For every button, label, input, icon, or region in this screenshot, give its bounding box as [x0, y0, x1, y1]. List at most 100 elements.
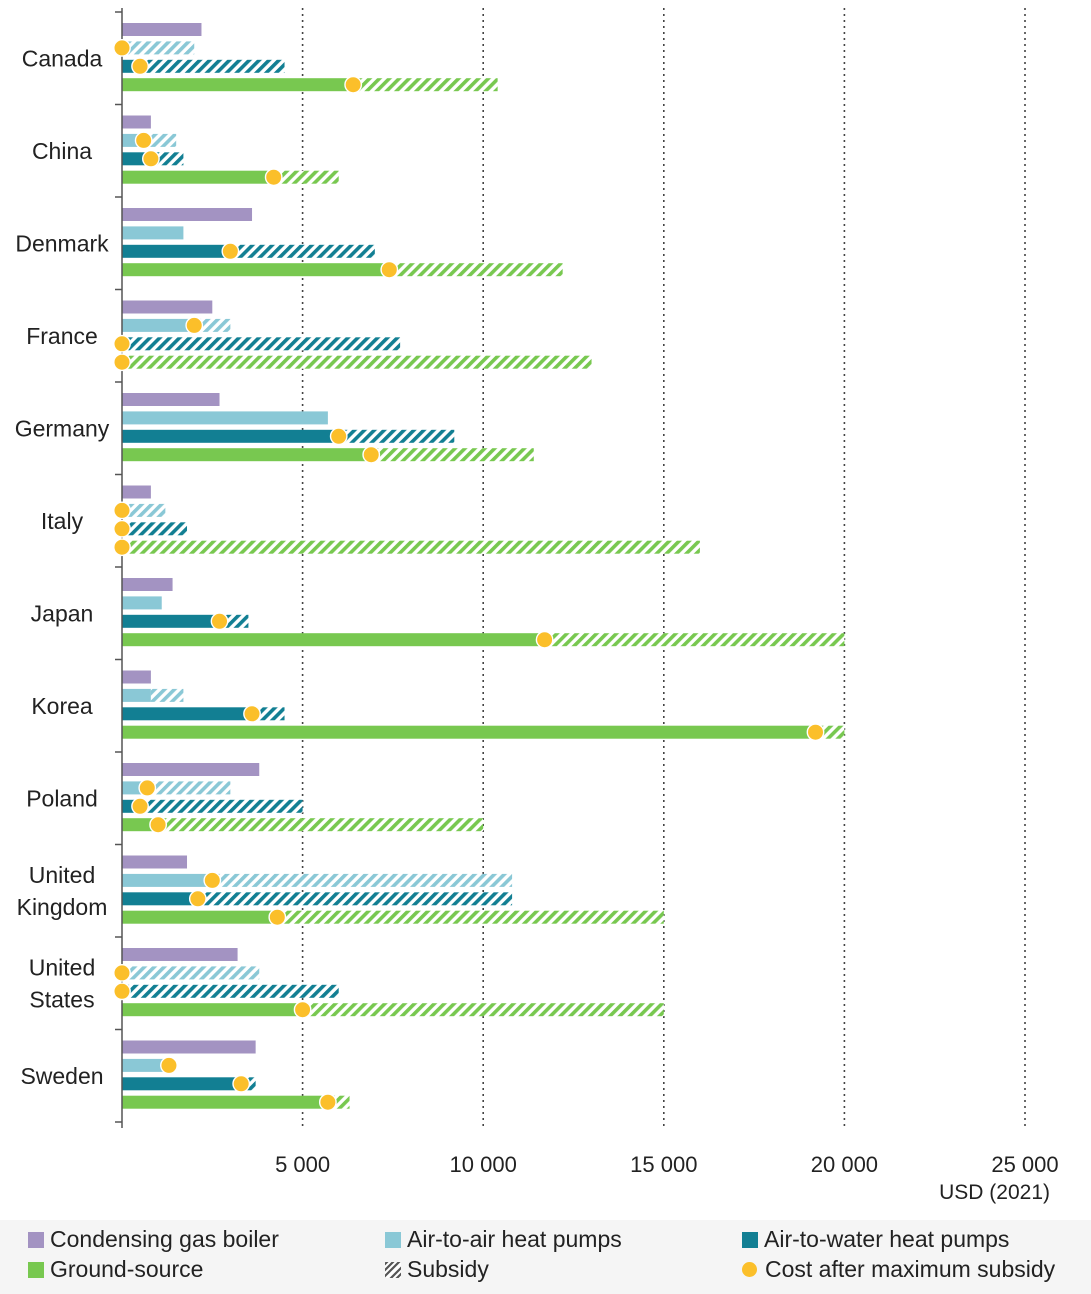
after-subsidy-dot [160, 1056, 178, 1075]
legend-label-gas: Condensing gas boiler [50, 1226, 279, 1252]
country-label: Sweden [20, 1063, 103, 1089]
after-subsidy-dot [113, 39, 131, 57]
after-subsidy-dot [113, 982, 131, 1001]
country-label: United [29, 862, 95, 888]
labels: 5 000 10 000 15 000 20 000 25 000 USD (2021) C… [15, 45, 1059, 1204]
bar-atw-after-subsidy [122, 244, 231, 258]
bar-ata-subsidy [212, 873, 513, 887]
after-subsidy-dot [131, 57, 149, 76]
bar-gs-after-subsidy [122, 448, 372, 462]
country-label: Korea [31, 693, 93, 719]
bar-gas-after-subsidy [122, 578, 173, 591]
bar-gs-subsidy [302, 1003, 664, 1017]
after-subsidy-dot [113, 334, 131, 353]
bar-ata-subsidy [122, 966, 260, 980]
bar-ata-after-subsidy [122, 1058, 169, 1072]
bar-gas-after-subsidy [122, 948, 238, 961]
bar-atw-after-subsidy [122, 707, 253, 721]
after-subsidy-dot [232, 1074, 251, 1093]
legend-label-air-to-water: Air-to-water heat pumps [764, 1226, 1010, 1252]
bar-gs-after-subsidy [122, 170, 274, 184]
legend-swatch-ground-source [28, 1261, 44, 1278]
legend-item-after-subsidy: Cost after maximum subsidy [742, 1256, 1055, 1283]
bar-gs-subsidy [544, 633, 845, 647]
bar-ata-after-subsidy [122, 688, 151, 702]
bar-gs-after-subsidy [122, 263, 390, 277]
bar-ata-after-subsidy [122, 873, 213, 887]
after-subsidy-dot [113, 538, 131, 557]
after-subsidy-dot [380, 260, 399, 279]
after-subsidy-dot [243, 704, 261, 723]
bars [122, 23, 845, 1109]
legend-item-air-to-water: Air-to-water heat pumps [742, 1226, 1009, 1253]
x-tick-label: 25 000 [991, 1152, 1058, 1177]
after-subsidy-dot [149, 815, 168, 834]
bar-ata-subsidy [147, 781, 231, 795]
after-subsidy-dot [131, 797, 149, 816]
legend-item-ground-source: Ground-source [28, 1256, 203, 1283]
bar-atw-subsidy [140, 59, 285, 73]
bar-ata-subsidy [150, 688, 184, 702]
legend-label-after-subsidy: Cost after maximum subsidy [765, 1256, 1056, 1282]
country-label: States [29, 986, 94, 1012]
bar-gs-subsidy [273, 170, 339, 184]
bar-gs-after-subsidy [122, 910, 278, 924]
bar-atw-subsidy [338, 429, 455, 443]
country-label: China [32, 138, 92, 164]
after-subsidy-dot [329, 427, 348, 446]
bar-gs-after-subsidy [122, 1003, 303, 1017]
after-subsidy-dot [210, 612, 229, 631]
after-subsidy-dot [188, 889, 207, 908]
legend-swatch-air-to-air [385, 1231, 401, 1248]
country-label: Canada [22, 45, 103, 71]
after-subsidy-dots [113, 39, 825, 1112]
bar-gs-subsidy [122, 355, 592, 369]
after-subsidy-dot [806, 723, 825, 742]
bar-gas-after-subsidy [122, 670, 151, 684]
bar-gas-after-subsidy [122, 1040, 256, 1054]
bar-atw-subsidy [197, 892, 513, 906]
legend-dot-after-subsidy [742, 1262, 757, 1277]
x-tick-label: 15 000 [630, 1152, 697, 1177]
x-axis-title: USD (2021) [939, 1181, 1050, 1204]
legend-swatch-gas [28, 1231, 44, 1248]
bar-gs-after-subsidy [122, 1095, 328, 1109]
after-subsidy-dot [141, 149, 160, 168]
bar-atw-subsidy [122, 522, 188, 536]
bar-ata-after-subsidy [122, 411, 328, 425]
bar-ata-after-subsidy [122, 226, 184, 240]
x-tick-label: 10 000 [450, 1152, 517, 1177]
country-label: Japan [31, 600, 94, 626]
bar-gas-after-subsidy [122, 763, 260, 776]
legend-item-gas: Condensing gas boiler [28, 1226, 279, 1253]
bar-gs-subsidy [122, 540, 700, 554]
after-subsidy-dot [138, 779, 157, 797]
x-tick-label: 20 000 [811, 1152, 878, 1177]
country-label: Poland [26, 785, 98, 811]
after-subsidy-dot [134, 131, 153, 150]
bar-ata-subsidy [194, 318, 231, 332]
after-subsidy-dot [293, 1000, 312, 1019]
legend-swatch-air-to-water [742, 1231, 758, 1248]
bar-gas-after-subsidy [122, 855, 188, 869]
bar-gs-subsidy [353, 78, 498, 92]
bar-gas-after-subsidy [122, 23, 202, 36]
legend-label-subsidy: Subsidy [407, 1256, 489, 1282]
bar-gs-subsidy [371, 448, 534, 462]
bar-atw-subsidy [140, 799, 303, 813]
bar-gas-after-subsidy [122, 485, 151, 499]
after-subsidy-dot [268, 908, 287, 927]
bar-gas-after-subsidy [122, 300, 213, 314]
bar-gs-after-subsidy [122, 725, 816, 739]
bar-ata-after-subsidy [122, 318, 195, 332]
bar-gas-after-subsidy [122, 208, 253, 221]
after-subsidy-dot [113, 964, 131, 982]
after-subsidy-dot [113, 353, 131, 372]
after-subsidy-dot [344, 75, 363, 94]
bar-gs-subsidy [277, 910, 664, 924]
bar-ata-subsidy [122, 503, 166, 517]
bar-atw-after-subsidy [122, 892, 198, 906]
bar-atw-subsidy [230, 244, 375, 258]
bar-gs-subsidy [389, 263, 563, 277]
bar-gs-subsidy [158, 818, 484, 832]
